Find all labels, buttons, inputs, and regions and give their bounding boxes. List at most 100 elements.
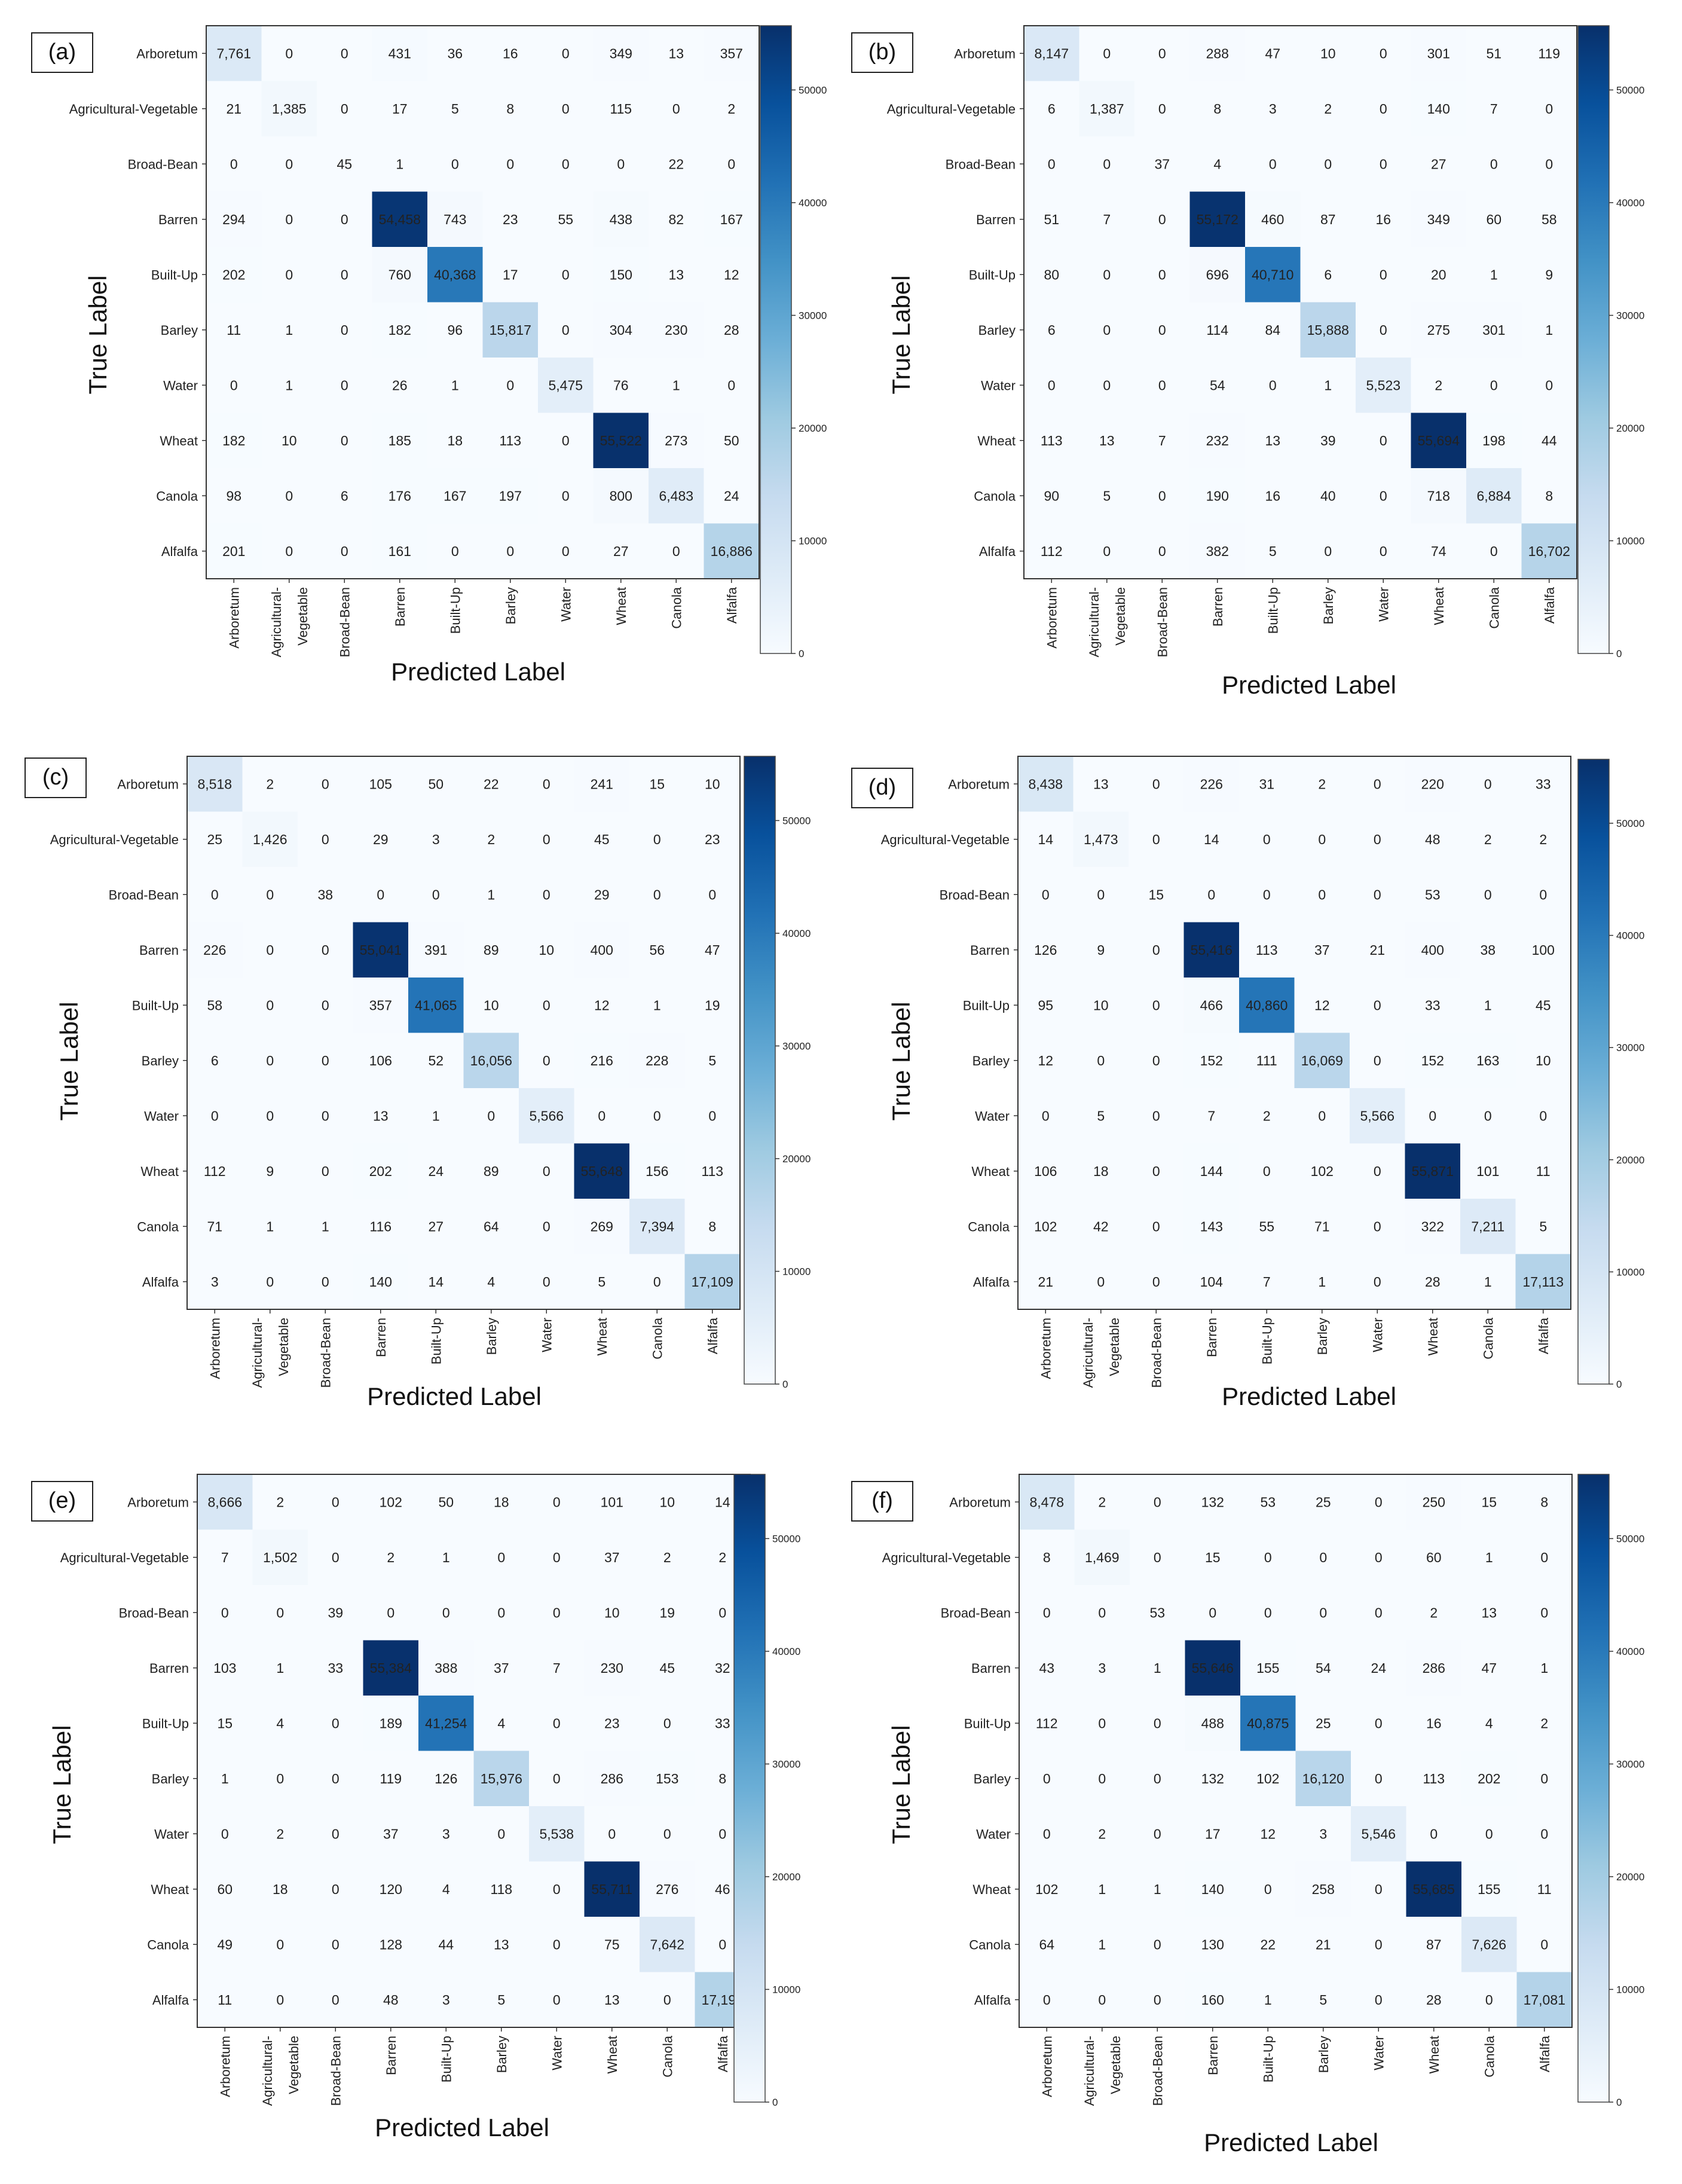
matrix-cell	[298, 978, 353, 1033]
matrix-cell	[1239, 811, 1295, 868]
y-axis-title: True Label	[887, 1001, 915, 1120]
matrix-cell	[649, 358, 704, 413]
matrix-cell	[538, 302, 594, 358]
matrix-cell	[684, 922, 741, 978]
cell-value-label: 382	[1206, 543, 1229, 559]
matrix-cell	[1461, 1806, 1517, 1862]
matrix-cell	[1295, 1751, 1351, 1807]
y-tick-label: Canola	[137, 1219, 179, 1234]
matrix-cell	[427, 523, 483, 579]
x-tick-label: Vegetable	[1107, 1318, 1122, 1376]
cell-value-label: 27	[428, 1218, 444, 1234]
matrix-cell	[463, 978, 519, 1033]
cell-value-label: 0	[1152, 1108, 1160, 1123]
cell-value-label: 0	[1429, 1108, 1436, 1123]
cell-value-label: 24	[428, 1163, 444, 1179]
cell-value-label: 27	[1431, 156, 1446, 172]
matrix-cell	[1460, 867, 1516, 923]
x-tick-label: Water	[1370, 1318, 1385, 1352]
cell-value-label: 7,642	[650, 1936, 684, 1952]
matrix-cell	[408, 867, 464, 923]
matrix-cell	[529, 1696, 585, 1751]
matrix-cell	[1300, 413, 1356, 469]
cell-value-label: 1	[1318, 1274, 1326, 1290]
cell-value-label: 0	[1374, 1218, 1381, 1234]
matrix-cell	[1129, 867, 1184, 923]
matrix-cell	[1024, 413, 1079, 469]
y-tick-label: Built-Up	[963, 998, 1010, 1013]
x-tick-label: Built-Up	[1265, 587, 1280, 634]
y-tick-label: Built-Up	[142, 1716, 189, 1731]
cell-value-label: 10	[1320, 45, 1336, 61]
cell-value-label: 28	[1426, 1992, 1442, 2008]
cell-value-label: 132	[1201, 1771, 1224, 1786]
matrix-cell	[1130, 1696, 1185, 1751]
matrix-cell	[649, 81, 704, 137]
colorbar	[733, 1474, 766, 2103]
matrix-cell	[1024, 358, 1079, 413]
matrix-cell	[1466, 247, 1522, 303]
x-tick-label: Arboretum	[1044, 587, 1059, 649]
x-tick-label: Agricultural-	[250, 1318, 265, 1388]
cell-value-label: 150	[610, 267, 632, 282]
cell-value-label: 0	[1430, 1826, 1438, 1841]
matrix-frame	[1019, 1474, 1573, 2028]
y-tick-label: Barren	[970, 943, 1010, 958]
matrix-cell	[529, 1861, 585, 1917]
y-tick-label: Built-Up	[132, 998, 179, 1013]
matrix-cell	[1239, 1143, 1295, 1199]
matrix-cell	[1356, 302, 1411, 358]
matrix-cell	[408, 1088, 464, 1144]
cell-value-label: 0	[341, 101, 348, 117]
matrix-cell	[197, 1585, 253, 1641]
matrix-cell	[197, 1529, 253, 1586]
matrix-cell	[482, 302, 539, 358]
y-axis-title: True Label	[887, 275, 915, 394]
cell-value-label: 0	[332, 1826, 340, 1841]
cell-value-label: 96	[447, 322, 463, 338]
y-tick-label: Built-Up	[964, 1716, 1011, 1731]
cell-value-label: 0	[332, 1992, 340, 2008]
matrix-cell	[206, 26, 262, 81]
cell-value-label: 0	[211, 887, 219, 902]
matrix-cell	[363, 1474, 419, 1530]
cell-value-label: 349	[610, 45, 632, 61]
cell-value-label: 1	[1154, 1881, 1161, 1897]
y-tick-label: Alfalfa	[973, 1275, 1010, 1290]
cell-value-label: 47	[1265, 45, 1280, 61]
matrix-cell	[252, 1972, 308, 2028]
matrix-cell	[1461, 1474, 1517, 1530]
matrix-cell	[1183, 756, 1240, 812]
matrix-cell	[538, 468, 594, 524]
cell-value-label: 0	[1158, 488, 1166, 503]
matrix-cell	[538, 413, 594, 469]
cell-value-label: 0	[1154, 1550, 1161, 1565]
cell-value-label: 0	[1375, 1992, 1383, 2008]
cell-value-label: 22	[668, 156, 684, 172]
matrix-cell	[1079, 302, 1135, 358]
cell-value-label: 216	[591, 1053, 613, 1068]
matrix-cell	[1515, 1088, 1571, 1144]
matrix-cell	[261, 247, 317, 303]
cell-value-label: 250	[1423, 1494, 1445, 1510]
cell-value-label: 140	[1427, 101, 1450, 117]
matrix-cell	[1074, 1861, 1130, 1917]
matrix-cell	[1074, 1972, 1130, 2028]
matrix-cell	[1134, 468, 1190, 524]
matrix-cell	[593, 468, 649, 524]
cell-value-label: 82	[668, 212, 684, 227]
matrix-cell	[1521, 413, 1577, 469]
cell-value-label: 5,546	[1361, 1826, 1396, 1841]
cell-value-label: 743	[444, 212, 466, 227]
cell-value-label: 0	[332, 1715, 340, 1731]
matrix-cell	[640, 1917, 695, 1972]
matrix-cell	[1411, 413, 1467, 469]
cell-value-label: 0	[1484, 887, 1492, 902]
cell-value-label: 2	[1539, 832, 1547, 847]
cell-value-label: 40,710	[1252, 267, 1293, 282]
matrix-cell	[1130, 1861, 1185, 1917]
matrix-cell	[593, 81, 649, 137]
cell-value-label: 21	[1038, 1274, 1053, 1290]
matrix-cell	[1024, 302, 1079, 358]
